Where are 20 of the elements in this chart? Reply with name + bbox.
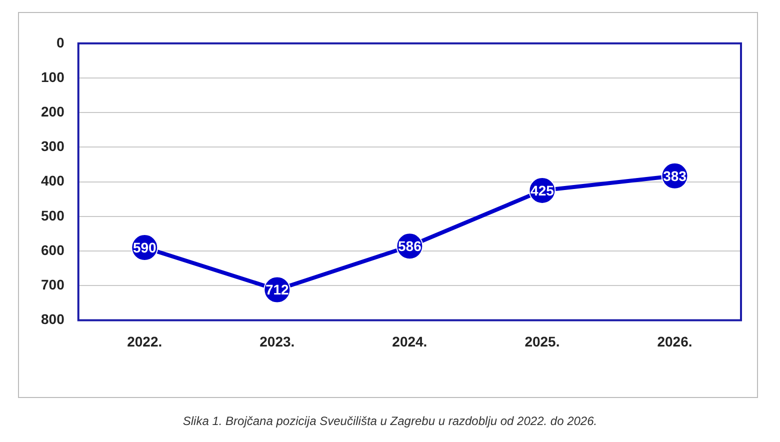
y-tick-label: 200: [41, 103, 65, 120]
x-tick-label: 2023.: [260, 333, 295, 350]
y-tick-label: 300: [41, 138, 65, 154]
data-label: 383: [663, 168, 687, 184]
y-tick-label: 100: [41, 68, 65, 85]
x-tick-label: 2024.: [392, 333, 428, 350]
x-tick-label: 2022.: [127, 333, 162, 350]
y-tick-label: 400: [41, 172, 65, 189]
y-tick-label: 800: [41, 311, 65, 328]
y-tick-label: 700: [41, 276, 65, 292]
data-label: 586: [398, 238, 422, 254]
x-tick-label: 2025.: [524, 333, 560, 350]
data-label: 712: [265, 282, 290, 298]
x-tick-label: 2026.: [657, 333, 692, 350]
y-tick-label: 600: [41, 242, 65, 258]
data-label: 590: [132, 239, 157, 256]
y-tick-label: 500: [41, 207, 65, 224]
y-tick-label: 0: [56, 34, 65, 50]
data-label: 425: [530, 182, 554, 198]
text: Slika 1. Brojčana pozicija Sveučilišta u Zagrebu u razdoblju od 2022. do 2026.: [182, 414, 598, 428]
